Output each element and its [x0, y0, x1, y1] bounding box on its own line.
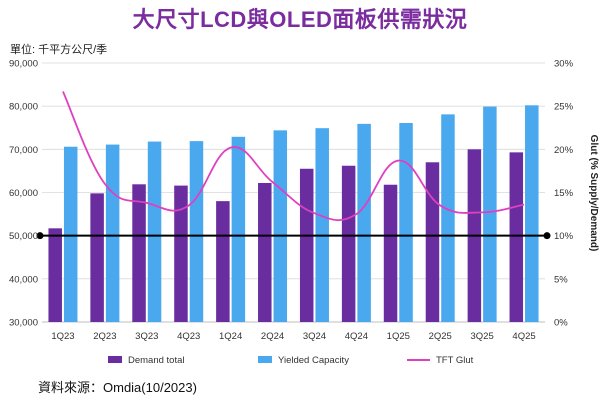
x-tick-label: 4Q25	[512, 331, 535, 342]
y-axis-right-label: Glut (% Supply/Demand)	[588, 135, 599, 252]
bar-capacity	[315, 128, 329, 322]
y-right-tick-label: 5%	[554, 274, 568, 285]
bar-demand	[509, 152, 524, 322]
bar-capacity	[63, 146, 78, 322]
bars	[48, 105, 539, 323]
y-right-tick-label: 20%	[554, 145, 574, 156]
y-left-tick-label: 70,000	[9, 145, 38, 156]
y-axis-left: 30,000 40,000 50,000 60,000 70,000 80,000 90,0…	[9, 59, 38, 329]
bar-capacity	[441, 114, 455, 322]
legend-label-glut: TFT Glut	[436, 355, 474, 366]
y-left-tick-label: 50,000	[9, 231, 38, 242]
x-tick-label: 3Q25	[471, 331, 494, 342]
x-tick-label: 4Q23	[177, 331, 200, 342]
y-left-tick-label: 80,000	[9, 102, 38, 113]
bar-demand	[90, 193, 104, 322]
legend-label-demand: Demand total	[128, 355, 185, 366]
glut-series-line	[62, 91, 525, 222]
bar-capacity	[483, 106, 497, 323]
reference-endpoint-left	[36, 232, 44, 240]
reference-line	[36, 232, 551, 240]
y-left-tick-label: 30,000	[9, 318, 38, 329]
bar-capacity	[105, 144, 120, 322]
bar-capacity	[189, 141, 204, 322]
bar-demand	[174, 185, 188, 322]
bar-demand	[383, 184, 398, 322]
x-tick-label: 1Q23	[51, 331, 74, 342]
legend-label-capacity: Yielded Capacity	[278, 355, 349, 366]
bar-demand	[425, 162, 440, 322]
gridlines	[42, 62, 545, 323]
bar-demand	[132, 184, 146, 322]
y-axis-right: 0% 5% 10% 15% 20% 25% 30%	[554, 59, 574, 329]
bar-demand	[216, 201, 230, 322]
bar-capacity	[399, 123, 413, 322]
x-tick-label: 4Q24	[345, 331, 368, 342]
reference-endpoint-right	[543, 232, 551, 240]
x-tick-label: 3Q23	[135, 331, 158, 342]
y-right-tick-label: 25%	[554, 102, 574, 113]
x-tick-label: 2Q23	[93, 331, 116, 342]
glut-line	[62, 91, 525, 222]
bar-capacity	[525, 105, 539, 322]
bar-capacity	[357, 123, 371, 323]
y-right-tick-label: 15%	[554, 188, 574, 199]
y-right-tick-label: 10%	[554, 231, 574, 242]
x-tick-label: 2Q24	[261, 331, 284, 342]
y-left-tick-label: 40,000	[9, 274, 38, 285]
unit-label: 單位: 千平方公尺/季	[10, 44, 108, 56]
y-left-tick-label: 60,000	[9, 188, 38, 199]
x-tick-label: 1Q25	[387, 331, 410, 342]
legend: Demand total Yielded Capacity TFT Glut	[108, 355, 474, 366]
x-axis: 1Q23 2Q23 3Q23 4Q23 1Q24 2Q24 3Q24 4Q24 1Q25 2Q25…	[51, 331, 535, 342]
bar-demand	[299, 168, 314, 322]
bar-demand	[48, 228, 62, 322]
y-left-tick-label: 90,000	[9, 59, 38, 70]
x-tick-label: 2Q25	[429, 331, 452, 342]
bar-capacity	[231, 136, 246, 322]
legend-swatch-demand	[108, 356, 122, 363]
chart-title: 大尺寸LCD與OLED面板供需狀況	[132, 7, 468, 32]
legend-swatch-capacity	[258, 356, 272, 363]
bar-capacity	[273, 130, 288, 322]
x-tick-label: 3Q24	[303, 331, 326, 342]
bar-capacity	[147, 141, 162, 322]
y-right-tick-label: 30%	[554, 59, 574, 70]
y-right-tick-label: 0%	[554, 318, 568, 329]
bar-demand	[258, 183, 272, 322]
source-note: 資料來源：Omdia(10/2023)	[38, 380, 197, 395]
x-tick-label: 1Q24	[219, 331, 242, 342]
bar-demand	[341, 165, 356, 322]
